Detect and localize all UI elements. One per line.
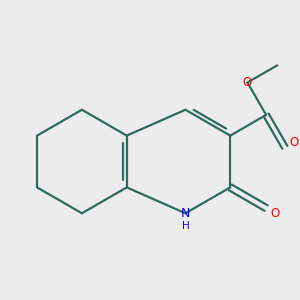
Text: H: H — [182, 221, 189, 231]
Text: N: N — [181, 207, 190, 220]
Text: O: O — [289, 136, 298, 148]
Text: O: O — [271, 207, 280, 220]
Text: O: O — [243, 76, 252, 89]
